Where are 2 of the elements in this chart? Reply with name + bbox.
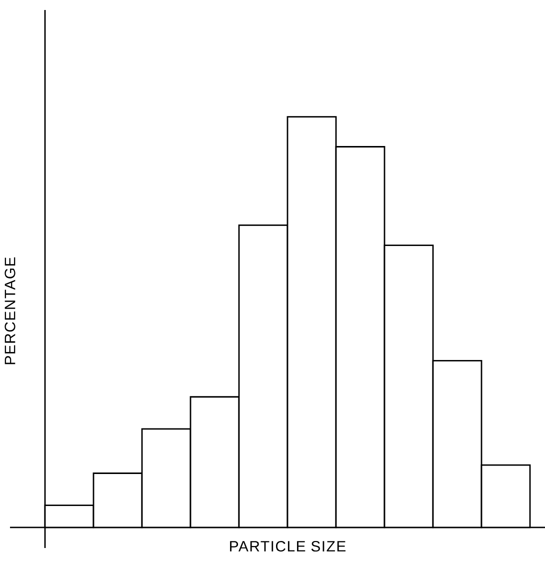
x-axis-title: PARTICLE SIZE: [230, 540, 346, 552]
y-axis-title: PERCENTAGE: [4, 257, 16, 364]
